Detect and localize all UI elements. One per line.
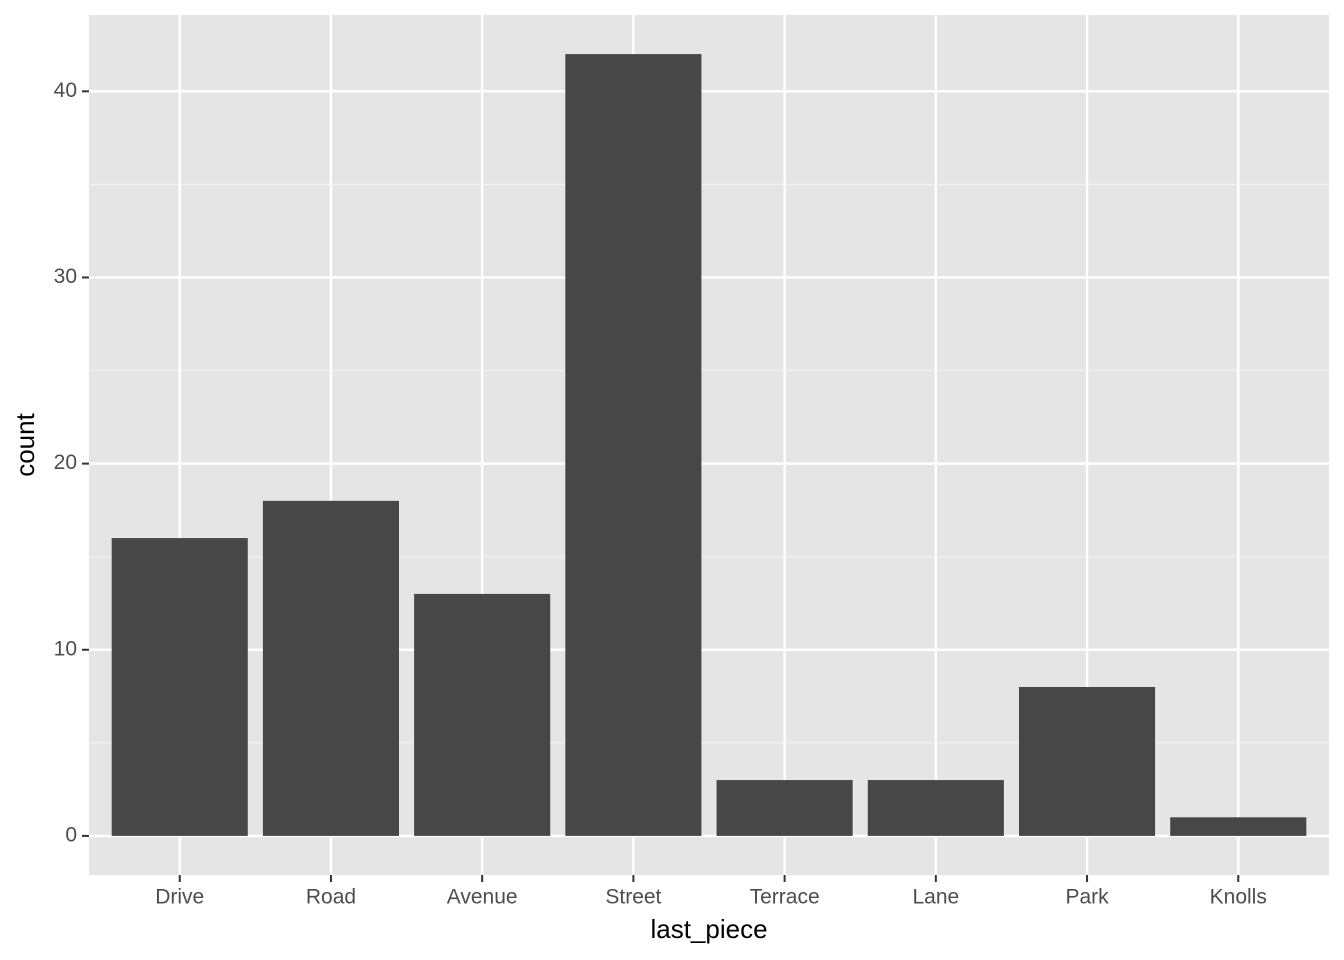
x-tick-label: Terrace: [750, 886, 820, 909]
x-axis-title: last_piece: [650, 914, 767, 944]
y-tick-label: 30: [54, 265, 77, 288]
x-tick-label: Lane: [912, 886, 959, 909]
x-tick-label: Street: [605, 886, 661, 909]
y-tick-label: 20: [54, 451, 77, 474]
y-tick-label: 0: [65, 823, 77, 846]
bar: [565, 54, 702, 836]
bar: [111, 538, 248, 836]
bar: [1019, 686, 1156, 836]
bar: [262, 500, 399, 836]
x-tick-label: Road: [306, 886, 356, 909]
bar: [867, 780, 1004, 836]
x-tick-label: Avenue: [447, 886, 518, 909]
x-tick-label: Drive: [155, 886, 204, 909]
y-tick-label: 40: [54, 79, 77, 102]
bar: [1170, 817, 1307, 836]
y-tick-label: 10: [54, 637, 77, 660]
y-axis-title: count: [10, 412, 40, 476]
bar: [414, 593, 551, 836]
x-tick-label: Knolls: [1210, 886, 1267, 909]
x-tick-label: Park: [1065, 886, 1109, 909]
bar: [716, 780, 853, 836]
